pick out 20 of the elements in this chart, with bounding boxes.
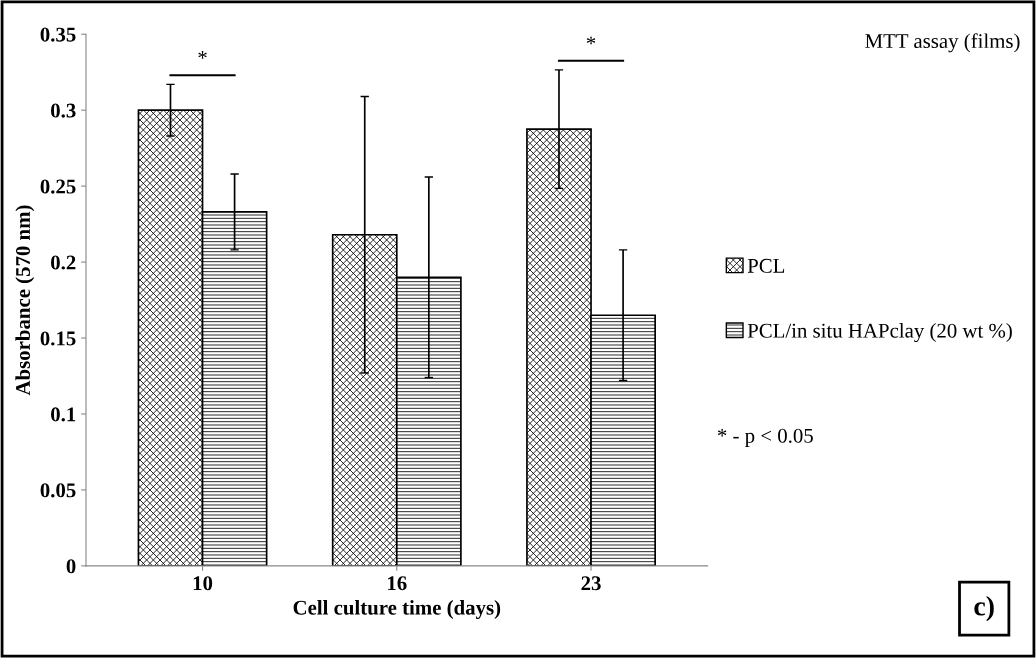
y-tick-label: 0.3: [51, 103, 76, 118]
y-axis-title: Absorbance (570 nm): [15, 205, 35, 396]
y-tick-label: 0.25: [40, 179, 76, 194]
annotation: *: [198, 51, 207, 59]
x-tick-label: 10: [193, 576, 213, 591]
y-tick-label: 0: [66, 559, 76, 574]
x-tick-label: 23: [581, 576, 601, 591]
y-tick-label: 0.05: [40, 483, 76, 498]
text: * - p < 0.05: [717, 428, 813, 448]
x-axis-title: Cell culture time (days): [293, 600, 501, 619]
text: MTT assay (films): [865, 33, 1020, 53]
legend-label: PCL: [747, 258, 785, 273]
text: c): [974, 596, 994, 622]
y-tick-label: 0.1: [51, 407, 76, 422]
y-tick-label: 0.15: [40, 331, 76, 346]
legend-label: PCL/in situ HAPclay (20 wt %): [747, 323, 1012, 343]
annotation: *: [586, 36, 596, 45]
y-tick-label: 0.2: [51, 255, 76, 270]
y-tick-label: 0.35: [40, 27, 76, 42]
x-tick-label: 16: [388, 576, 407, 591]
